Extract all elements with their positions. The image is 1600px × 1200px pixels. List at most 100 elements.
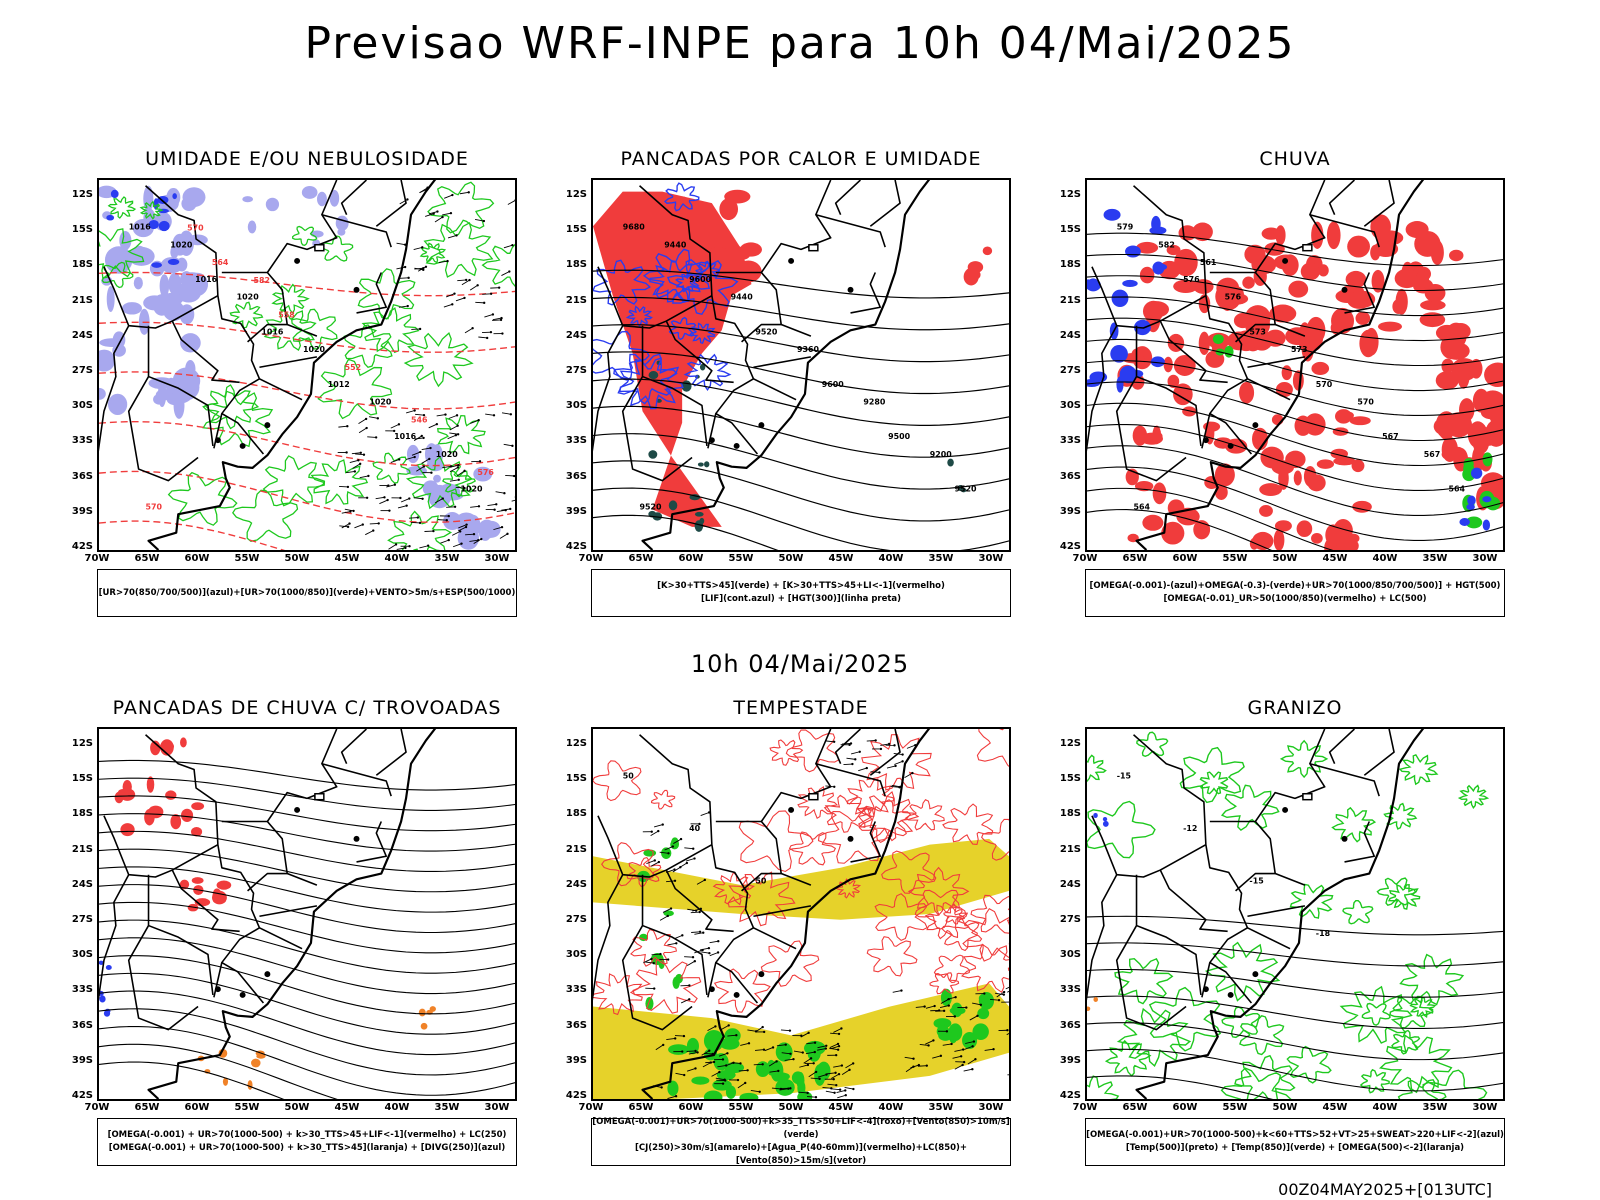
lat-label: 27S (565, 365, 587, 376)
lon-label: 60W (678, 553, 704, 564)
lat-label: 42S (71, 1090, 93, 1101)
legend-line: [OMEGA(-0.001) + UR>70(1000-500) + k>30_… (107, 1130, 507, 1140)
contour-label: 9600 (689, 275, 712, 284)
lat-label: 39S (565, 505, 587, 517)
contour-label: 1020 (170, 240, 193, 249)
map-panel-5: 50 40 50 (591, 727, 1011, 1101)
map-canvas-3: 579 576 573 570 567 564 582 576 573 570 567 564 561 (1087, 180, 1503, 550)
lat-label: 36S (71, 470, 93, 482)
lon-label: 40W (878, 1102, 904, 1113)
lat-label: 27S (71, 365, 93, 376)
lon-label: 30W (1472, 1102, 1498, 1113)
contour-label: 9520 (955, 485, 978, 494)
contour-label: 558 (278, 311, 295, 320)
lat-label: 39S (71, 1054, 93, 1066)
lat-label: 24S (1059, 878, 1081, 890)
lon-label: 30W (1472, 553, 1498, 564)
lat-label: 21S (71, 843, 93, 855)
lat-label: 18S (71, 808, 93, 820)
legend-box-6: [OMEGA(-0.001)+UR>70(1000-500)+k<60+TTS>… (1085, 1118, 1505, 1166)
map-canvas-5: 50 40 50 (593, 729, 1009, 1099)
lon-label: 70W (578, 1102, 604, 1113)
lat-label: 42S (71, 541, 93, 552)
map-canvas-1: 1016 1016 1016 1012 1016 1020 1020 1020 1020 1020… (99, 180, 515, 550)
legend-box-2: [K>30+TTS>45](verde) + [K>30+TTS>45+LI<-… (591, 569, 1011, 617)
legend-box-1: [UR>70(850/700/500)](azul)+[UR>70(1000/8… (97, 569, 517, 617)
lat-label: 33S (565, 984, 587, 996)
legend-line: [UR>70(850/700/500)](azul)+[UR>70(1000/8… (98, 587, 516, 598)
contour-label: -18 (1316, 929, 1331, 938)
legend-line: [OMEGA(-0.01)_UR>50(1000/850)(vermelho) … (1163, 594, 1427, 604)
lon-label: 40W (878, 553, 904, 564)
lat-label: 39S (71, 505, 93, 517)
legend-box-4: [OMEGA(-0.001) + UR>70(1000-500) + k>30_… (97, 1118, 517, 1166)
legend-box-3: [OMEGA(-0.001)-(azul)+OMEGA(-0.3)-(verde… (1085, 569, 1505, 617)
lon-label: 65W (628, 553, 654, 564)
contour-label: 9680 (623, 222, 646, 231)
lat-label: 33S (71, 435, 93, 447)
contour-label: 40 (689, 824, 701, 833)
lat-label: 15S (1059, 773, 1081, 785)
contour-label: 576 (477, 468, 494, 477)
lat-label: 18S (71, 259, 93, 271)
lon-label: 35W (1422, 553, 1448, 564)
lat-label: 27S (71, 914, 93, 925)
contour-label: 1012 (328, 380, 350, 389)
contour-label: 573 (1291, 345, 1308, 354)
contour-label: 561 (1200, 258, 1217, 267)
contour-label: 50 (755, 876, 767, 885)
lat-label: 30S (71, 400, 93, 412)
lat-label: 21S (71, 294, 93, 306)
lon-label: 50W (1272, 553, 1298, 564)
lat-label: 12S (565, 738, 587, 749)
lat-label: 30S (1059, 400, 1081, 412)
legend-line: [LIF](cont.azul) + [HGT(300)](linha pret… (700, 594, 902, 604)
contour-label: 9520 (640, 502, 663, 511)
lon-label: 30W (978, 1102, 1004, 1113)
lon-label: 70W (1072, 553, 1098, 564)
contour-label: 1016 (129, 222, 152, 231)
lat-label: 30S (71, 949, 93, 961)
map-canvas-4 (99, 729, 515, 1099)
lon-label: 55W (1222, 553, 1248, 564)
contour-label: 573 (1249, 327, 1266, 336)
contour-label: 576 (1183, 275, 1200, 284)
contour-label: 9360 (797, 345, 820, 354)
lon-label: 50W (284, 1102, 310, 1113)
contour-label: 582 (254, 276, 271, 285)
lat-label: 36S (1059, 470, 1081, 482)
lon-label: 55W (1222, 1102, 1248, 1113)
lat-label: 39S (1059, 505, 1081, 517)
lat-label: 24S (565, 878, 587, 890)
valid-time-title: 10h 04/Mai/2025 (690, 650, 910, 678)
legend-box-5: [OMEGA(-0.001)+UR>70(1000-500)+k>35_TTS>… (591, 1117, 1011, 1166)
lon-label: 35W (928, 553, 954, 564)
contour-label: 9440 (664, 240, 687, 249)
legend-line: [OMEGA(-0.001)-(azul)+OMEGA(-0.3)-(verde… (1089, 581, 1501, 591)
contour-label: 570 (187, 223, 204, 232)
lat-label: 12S (71, 738, 93, 749)
lat-label: 15S (565, 224, 587, 236)
contour-label: 1020 (303, 345, 326, 354)
contour-label: 9520 (755, 327, 778, 336)
lat-label: 21S (565, 843, 587, 855)
lat-label: 30S (1059, 949, 1081, 961)
lat-label: 18S (565, 808, 587, 820)
lat-label: 39S (1059, 1054, 1081, 1066)
lon-label: 65W (628, 1102, 654, 1113)
panel-title-3: CHUVA (1259, 148, 1331, 170)
contour-label: 1016 (394, 432, 417, 441)
lon-label: 30W (484, 1102, 510, 1113)
contour-label: 564 (1134, 502, 1151, 511)
legend-line: [OMEGA(-0.001) + UR>70(1000-500) + k>30_… (108, 1143, 506, 1153)
lat-label: 33S (1059, 984, 1081, 996)
lon-label: 45W (1322, 1102, 1348, 1113)
lat-label: 24S (71, 329, 93, 341)
lat-label: 30S (565, 949, 587, 961)
lat-label: 12S (1059, 189, 1081, 200)
lat-label: 30S (565, 400, 587, 412)
panel-title-6: GRANIZO (1247, 697, 1343, 719)
panel-title-1: UMIDADE E/OU NEBULOSIDADE (145, 148, 469, 170)
lat-label: 39S (565, 1054, 587, 1066)
contour-label: 570 (1357, 398, 1374, 407)
